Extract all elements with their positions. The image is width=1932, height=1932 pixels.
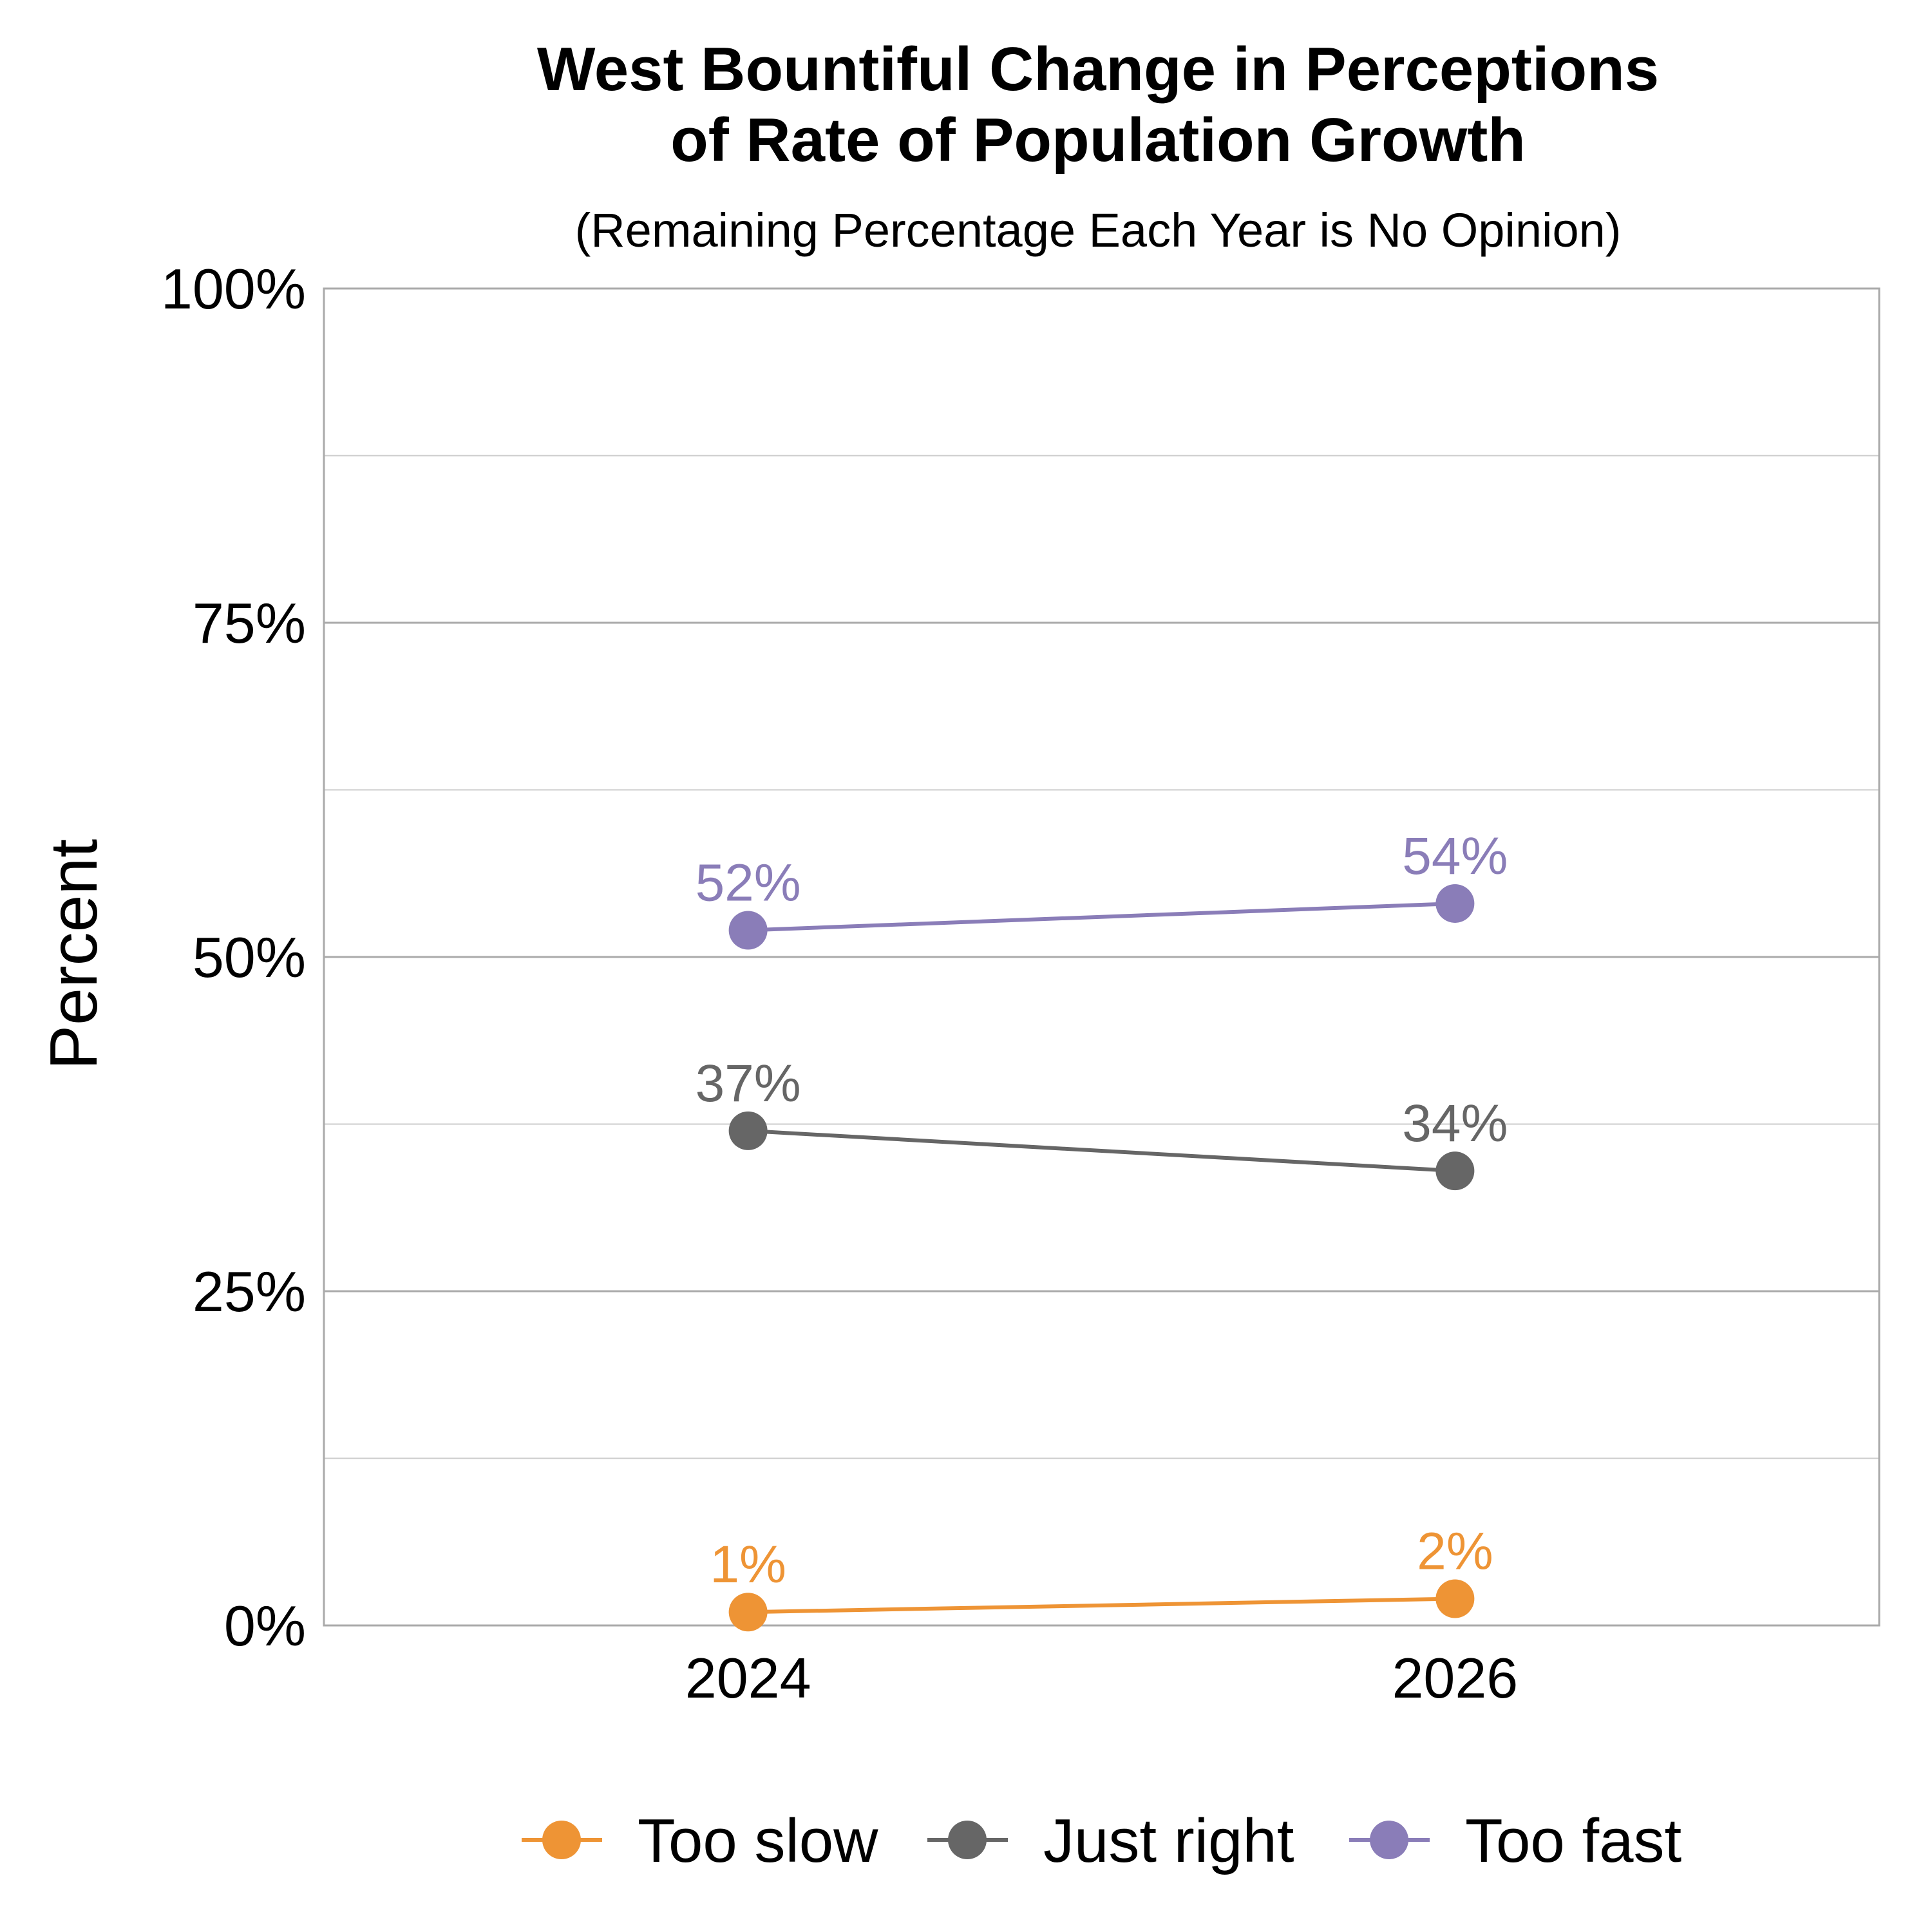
legend-item: Just right: [927, 1806, 1294, 1875]
data-point: [728, 911, 768, 950]
chart-title-group: West Bountiful Change in Perceptions of …: [537, 35, 1659, 257]
legend-item: Too fast: [1349, 1806, 1681, 1875]
grid-layer: [323, 287, 1880, 1627]
x-tick-label: 2024: [685, 1646, 811, 1710]
y-tick-label: 50%: [193, 925, 306, 989]
axis-layer: Percent 0% 25% 50% 75% 100% 2024 2026: [37, 257, 1518, 1710]
data-label: 2%: [1417, 1522, 1493, 1580]
y-tick-label: 0%: [224, 1594, 306, 1658]
series-group: 37% 34%: [696, 1054, 1508, 1191]
legend-item: Too slow: [522, 1806, 878, 1875]
plot-panel-border: [323, 287, 1880, 1627]
legend-label: Just right: [1043, 1806, 1294, 1875]
chart-title-line-2: of Rate of Population Growth: [670, 106, 1526, 175]
legend-key-point: [542, 1821, 581, 1859]
data-label: 52%: [696, 853, 801, 912]
y-tick-label: 25%: [193, 1260, 306, 1323]
series-group: 52% 54%: [696, 827, 1508, 950]
data-point: [1435, 1151, 1475, 1191]
series-line: [748, 1128, 1455, 1173]
legend-key-point: [1370, 1821, 1408, 1859]
series-line: [748, 1596, 1455, 1615]
legend-label: Too slow: [638, 1806, 878, 1875]
y-tick-label: 75%: [193, 591, 306, 655]
data-label: 54%: [1402, 827, 1508, 886]
legend-key-point: [948, 1821, 987, 1859]
data-label: 37%: [696, 1054, 801, 1113]
data-point: [728, 1111, 768, 1150]
series-group: 1% 2%: [710, 1522, 1493, 1632]
data-point: [1435, 1579, 1475, 1618]
legend-label: Too fast: [1465, 1806, 1681, 1875]
data-label: 34%: [1402, 1094, 1508, 1153]
y-axis-title: Percent: [37, 839, 111, 1070]
data-label: 1%: [710, 1535, 786, 1594]
series-line: [748, 901, 1455, 933]
legend: Too slow Just right Too fast: [522, 1806, 1681, 1875]
data-point: [1435, 884, 1475, 923]
data-point: [728, 1593, 768, 1632]
y-tick-label: 100%: [161, 257, 306, 321]
series-layer: 1% 2% 37% 34% 52% 54%: [696, 827, 1508, 1632]
x-tick-label: 2026: [1392, 1646, 1518, 1710]
chart-title-line-1: West Bountiful Change in Perceptions: [537, 35, 1659, 104]
chart-subtitle: (Remaining Percentage Each Year is No Op…: [575, 204, 1622, 257]
